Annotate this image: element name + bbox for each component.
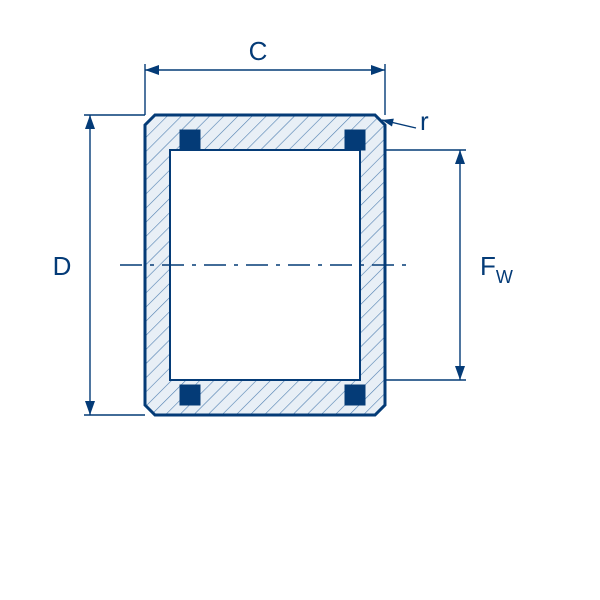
roller-3	[345, 385, 365, 405]
roller-0	[180, 130, 200, 150]
dimension-d-label: D	[53, 251, 72, 281]
dimension-c: C	[145, 36, 385, 115]
roller-2	[180, 385, 200, 405]
dimension-r: r	[382, 106, 429, 136]
roller-1	[345, 130, 365, 150]
dimension-fw-label: FW	[480, 251, 513, 287]
dimension-r-label: r	[420, 106, 429, 136]
dimension-c-label: C	[249, 36, 268, 66]
